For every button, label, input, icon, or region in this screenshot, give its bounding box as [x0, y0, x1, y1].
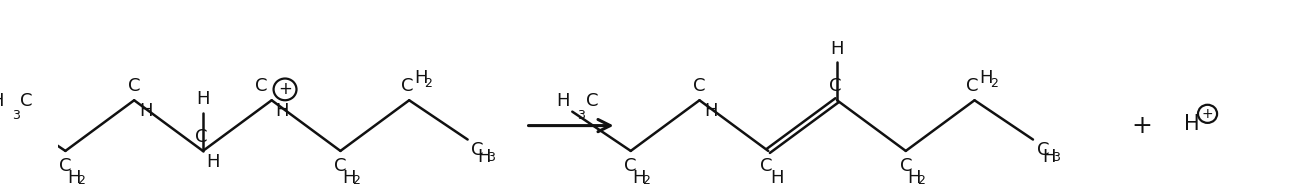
Text: H: H [206, 153, 221, 171]
Text: C: C [693, 77, 706, 95]
Text: C: C [195, 128, 208, 146]
Text: C: C [334, 157, 347, 175]
Text: H: H [275, 102, 289, 120]
Text: C: C [761, 157, 772, 175]
Text: +: + [1132, 114, 1153, 138]
Text: 2: 2 [990, 77, 998, 90]
Text: H: H [67, 169, 80, 187]
Text: +: + [1202, 107, 1214, 121]
Text: C: C [256, 77, 267, 95]
Text: H: H [556, 92, 570, 110]
Text: 3: 3 [1053, 151, 1060, 164]
Text: H: H [705, 102, 718, 120]
Text: H: H [907, 169, 922, 187]
Text: 2: 2 [918, 174, 925, 186]
Text: 2: 2 [352, 174, 360, 186]
Text: H: H [343, 169, 356, 187]
Text: 3: 3 [578, 109, 585, 122]
Text: H: H [196, 90, 210, 108]
Text: C: C [129, 77, 140, 95]
Text: H: H [632, 169, 646, 187]
Text: 2: 2 [643, 174, 650, 186]
Text: C: C [401, 77, 414, 95]
Text: H: H [0, 92, 4, 110]
Text: C: C [585, 92, 598, 110]
Text: C: C [60, 157, 71, 175]
Text: C: C [471, 141, 484, 159]
Text: C: C [21, 92, 32, 110]
Text: 3: 3 [487, 151, 495, 164]
Text: 2: 2 [424, 77, 432, 90]
Text: C: C [829, 77, 841, 95]
Text: H: H [139, 102, 152, 120]
Text: C: C [624, 157, 637, 175]
Text: H: H [478, 148, 491, 166]
Text: C: C [900, 157, 912, 175]
Text: +: + [278, 80, 292, 98]
Text: C: C [967, 77, 979, 95]
Text: 3: 3 [12, 109, 19, 122]
Text: 2: 2 [77, 174, 84, 186]
Text: C: C [1037, 141, 1049, 159]
Text: H: H [1042, 148, 1057, 166]
Text: H: H [414, 69, 427, 87]
Text: H: H [831, 40, 844, 58]
Text: H: H [770, 169, 784, 187]
Text: H: H [1185, 114, 1201, 134]
Text: H: H [979, 69, 993, 87]
